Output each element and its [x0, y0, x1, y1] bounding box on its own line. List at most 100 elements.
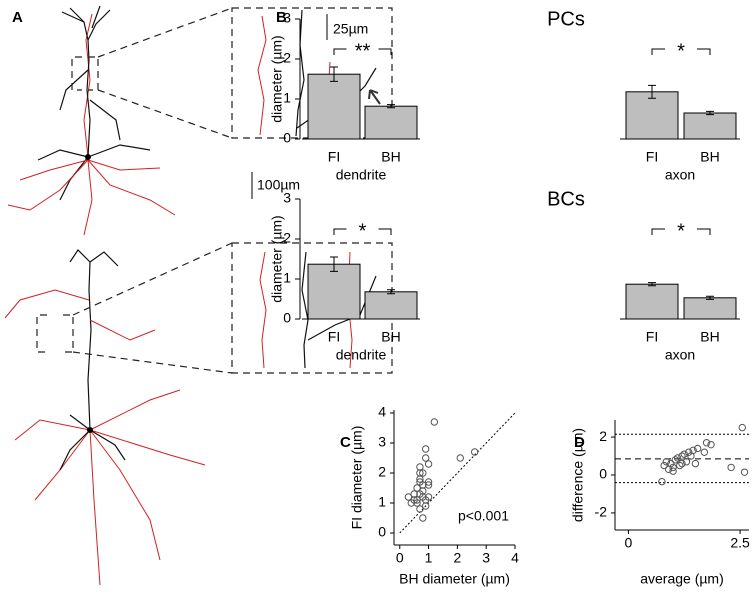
y-tick-label: 3	[378, 434, 386, 450]
point	[416, 475, 424, 483]
point	[413, 484, 421, 492]
significance-bracket	[333, 228, 392, 235]
point	[413, 499, 421, 507]
point	[416, 490, 424, 498]
neurite	[69, 414, 91, 431]
y-axis-label: diameter (µm)	[269, 35, 285, 122]
neurite	[83, 159, 93, 236]
group-label: axon	[665, 347, 695, 363]
chart-title: PCs	[547, 8, 585, 30]
neurite	[87, 9, 111, 41]
error-bar	[387, 104, 395, 109]
neurite	[87, 261, 92, 431]
bar	[625, 283, 679, 320]
significance-bracket	[651, 48, 711, 55]
point	[419, 469, 427, 477]
point	[421, 502, 430, 510]
point	[410, 490, 418, 498]
neurite	[59, 429, 91, 471]
panel-label: D	[574, 434, 585, 451]
point	[669, 463, 677, 472]
neurite	[7, 159, 89, 211]
panel-label: A	[12, 9, 23, 26]
point	[680, 450, 688, 458]
point	[662, 458, 671, 466]
y-tick-label: -2	[595, 504, 608, 520]
bar	[307, 73, 361, 140]
point	[671, 456, 679, 464]
neurite	[61, 11, 85, 23]
y-tick-label: 2	[283, 230, 291, 246]
point	[421, 445, 430, 453]
point	[404, 493, 413, 501]
point	[707, 440, 715, 449]
significance-label: *	[677, 40, 685, 62]
zoom-box	[36, 314, 74, 353]
x-tick-label: BH	[700, 149, 719, 165]
y-tick-label: 2	[378, 464, 386, 480]
neurite	[89, 99, 121, 141]
neurite	[37, 149, 89, 161]
point	[424, 481, 433, 489]
point	[702, 439, 711, 447]
neurite	[69, 249, 91, 263]
point	[424, 493, 433, 501]
zoom-connector	[97, 7, 233, 139]
x-tick-label: BH	[381, 329, 400, 345]
panel-label: B	[276, 9, 287, 26]
x-tick-label: 0	[396, 550, 404, 566]
neurite	[19, 159, 89, 181]
chart-title: BCs	[547, 188, 585, 210]
x-tick-label: 4	[511, 550, 519, 566]
y-tick-label: 4	[378, 404, 386, 420]
significance-label: *	[359, 220, 367, 242]
y-axis-label: FI diameter (µm)	[349, 426, 365, 530]
point	[678, 452, 686, 460]
point	[676, 461, 684, 470]
point	[678, 459, 686, 468]
neurite	[89, 429, 101, 586]
y-tick-label: 1	[378, 494, 386, 510]
panel-label: C	[340, 434, 351, 451]
point	[685, 448, 693, 456]
y-tick-label: 1	[283, 90, 291, 106]
x-tick-label: FI	[328, 329, 340, 345]
error-bar	[648, 84, 656, 99]
point	[740, 468, 749, 476]
significance-bracket	[333, 48, 392, 55]
error-bar	[706, 110, 714, 116]
neurite	[69, 7, 91, 158]
y-tick-label: 2	[283, 50, 291, 66]
x-tick-label: 0	[625, 535, 633, 551]
y-tick-label: 0	[283, 130, 291, 146]
point	[421, 454, 430, 462]
neurite	[259, 251, 267, 369]
x-axis-label: average (µm)	[640, 571, 724, 587]
x-tick-label: BH	[381, 149, 400, 165]
neurite	[59, 69, 89, 111]
significance-bracket	[651, 228, 711, 235]
x-tick-label: 3	[482, 550, 490, 566]
x-axis-label: BH diameter (µm)	[399, 571, 510, 587]
error-bar	[330, 256, 338, 272]
y-axis-label: diameter (µm)	[269, 215, 285, 302]
y-tick-label: 3	[283, 190, 291, 206]
neurite	[295, 9, 305, 137]
point	[682, 458, 691, 466]
bar	[683, 297, 737, 320]
bar	[364, 291, 418, 320]
y-tick-label: 0	[283, 310, 291, 326]
significance-label: **	[355, 40, 371, 62]
y-tick-label: 0	[378, 524, 386, 540]
neurite	[91, 5, 101, 29]
point	[424, 478, 433, 486]
point	[693, 444, 702, 453]
neurite	[14, 419, 91, 441]
significance-label: *	[677, 220, 685, 242]
bar	[364, 105, 418, 140]
scale-label: 100µm	[257, 177, 300, 193]
point	[416, 463, 424, 471]
x-tick-label: 2.5	[730, 535, 750, 551]
point	[700, 448, 709, 456]
error-bar	[648, 282, 656, 287]
